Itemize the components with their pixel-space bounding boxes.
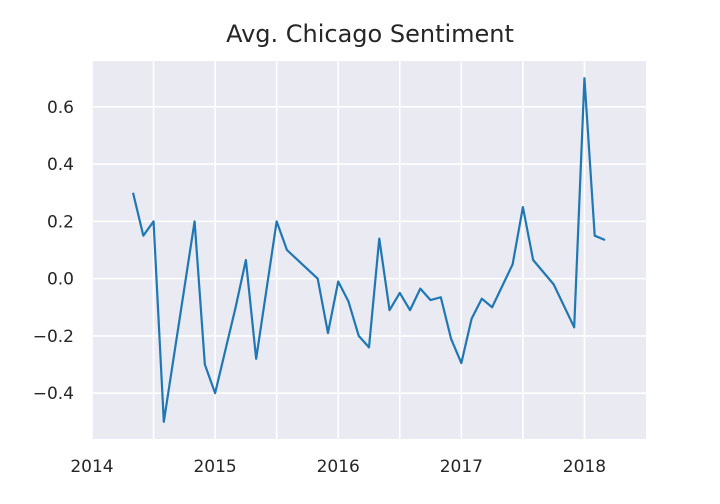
grid-lines [91,61,646,439]
y-tick-label-4: 0.4 [47,155,74,175]
x-tick-label-4: 2018 [563,457,606,477]
y-tick-label-2: 0.0 [47,270,74,290]
y-tick-label-3: 0.2 [47,212,74,232]
y-tick-label-0: −0.4 [33,384,74,404]
plot-area [92,61,646,439]
x-axis-ticks: 2014 2015 2016 2017 2018 [70,457,606,477]
x-tick-label-2: 2016 [317,457,360,477]
x-tick-label-3: 2017 [440,457,483,477]
y-axis-ticks: −0.4 −0.2 0.0 0.2 0.4 0.6 [33,98,74,404]
x-tick-label-0: 2014 [70,457,113,477]
x-tick-label-1: 2015 [193,457,236,477]
y-tick-label-5: 0.6 [47,98,74,118]
series-line [131,77,606,423]
chart-title: Avg. Chicago Sentiment [226,20,514,48]
series-line-0 [131,77,606,423]
y-tick-label-1: −0.2 [33,327,74,347]
